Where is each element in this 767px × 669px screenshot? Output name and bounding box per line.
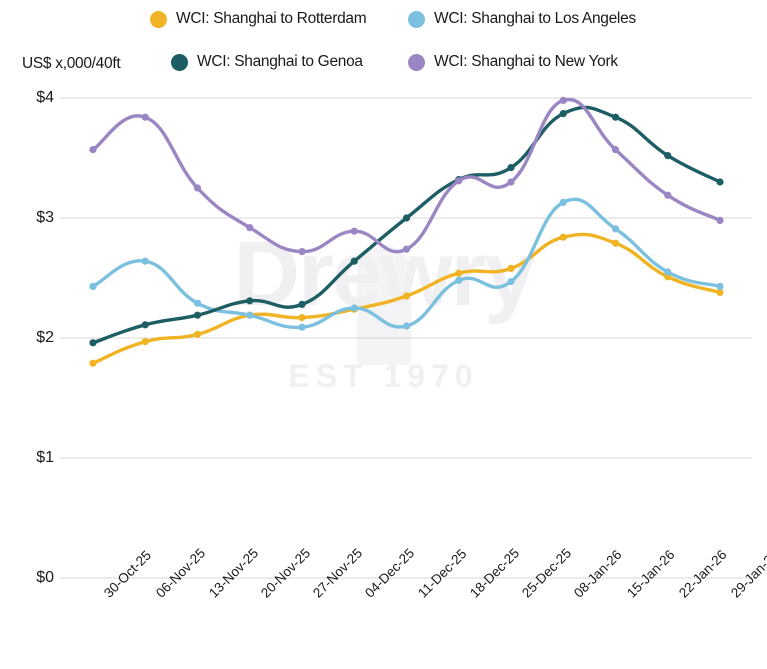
data-point[interactable]	[559, 198, 567, 206]
y-axis-tick-label: $2	[36, 329, 54, 346]
y-axis-tick-label: $1	[36, 449, 54, 466]
data-point[interactable]	[664, 152, 672, 160]
legend-item-genoa[interactable]: WCI: Shanghai to Genoa	[171, 53, 363, 71]
data-point[interactable]	[664, 268, 672, 276]
data-point[interactable]	[402, 322, 411, 330]
data-point[interactable]	[89, 339, 97, 347]
legend-item-label: WCI: Shanghai to New York	[434, 53, 618, 70]
data-point[interactable]	[455, 177, 463, 185]
data-point[interactable]	[350, 257, 358, 265]
data-point[interactable]	[559, 96, 567, 104]
data-point[interactable]	[141, 321, 149, 329]
data-point[interactable]	[455, 276, 463, 284]
legend-item-label: WCI: Shanghai to Genoa	[197, 53, 363, 70]
series-wci-shanghai-to-rotterdam	[89, 232, 724, 367]
data-point[interactable]	[89, 282, 97, 290]
data-point[interactable]	[716, 216, 724, 224]
series-wci-shanghai-to-new-york	[89, 96, 724, 256]
series-wci-shanghai-to-genoa	[89, 105, 724, 347]
data-point[interactable]	[507, 178, 515, 186]
data-point[interactable]	[350, 227, 358, 235]
legend-item-rotterdam[interactable]: WCI: Shanghai to Rotterdam	[150, 10, 367, 28]
data-point[interactable]	[402, 214, 411, 222]
data-point[interactable]	[298, 314, 306, 322]
legend-dot-icon	[408, 10, 425, 28]
data-point[interactable]	[89, 359, 97, 367]
chart-legend: US$ x,000/40ft WCI: Shanghai to Rotterda…	[0, 0, 767, 88]
data-point[interactable]	[298, 323, 306, 331]
data-point[interactable]	[350, 304, 358, 312]
data-point[interactable]	[402, 245, 411, 253]
data-point[interactable]	[716, 178, 724, 186]
data-point[interactable]	[298, 248, 306, 256]
legend-item-label: WCI: Shanghai to Rotterdam	[176, 10, 367, 27]
data-point[interactable]	[611, 113, 620, 121]
data-point[interactable]	[246, 311, 254, 319]
series-wci-shanghai-to-los-angeles	[89, 197, 724, 331]
series-line	[91, 105, 722, 345]
data-point[interactable]	[246, 224, 254, 232]
data-point[interactable]	[193, 299, 202, 307]
data-point[interactable]	[507, 164, 515, 172]
series-layer	[89, 96, 724, 367]
data-point[interactable]	[611, 239, 620, 247]
y-axis-unit-label: US$ x,000/40ft	[22, 55, 121, 72]
legend-item-los-angeles[interactable]: WCI: Shanghai to Los Angeles	[408, 10, 636, 28]
data-point[interactable]	[455, 269, 463, 277]
data-point[interactable]	[559, 233, 567, 241]
data-point[interactable]	[193, 330, 202, 338]
data-point[interactable]	[716, 282, 724, 290]
legend-dot-icon	[171, 53, 188, 71]
data-point[interactable]	[89, 146, 97, 154]
data-point[interactable]	[298, 300, 306, 308]
data-point[interactable]	[611, 225, 620, 233]
data-point[interactable]	[611, 146, 620, 154]
legend-item-label: WCI: Shanghai to Los Angeles	[434, 10, 636, 27]
data-point[interactable]	[193, 311, 202, 319]
data-point[interactable]	[664, 191, 672, 199]
data-point[interactable]	[141, 338, 149, 346]
data-point[interactable]	[507, 264, 515, 272]
y-axis-tick-label: $4	[36, 89, 54, 106]
legend-dot-icon	[150, 10, 167, 28]
data-point[interactable]	[246, 297, 254, 305]
legend-item-new-york[interactable]: WCI: Shanghai to New York	[408, 53, 618, 71]
data-point[interactable]	[402, 292, 411, 300]
data-point[interactable]	[141, 113, 149, 121]
data-point[interactable]	[716, 288, 724, 296]
y-axis-tick-label: $3	[36, 209, 54, 226]
y-axis-tick-label: $0	[36, 569, 54, 586]
data-point[interactable]	[507, 278, 515, 286]
legend-dot-icon	[408, 53, 425, 71]
data-point[interactable]	[559, 110, 567, 118]
data-point[interactable]	[141, 257, 149, 265]
data-point[interactable]	[193, 184, 202, 192]
